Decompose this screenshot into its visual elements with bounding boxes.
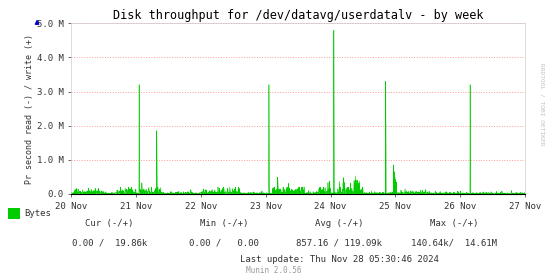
Bar [8, 208, 20, 219]
Text: RRDTOOL / TOBI OETIKER: RRDTOOL / TOBI OETIKER [539, 63, 544, 146]
Text: Avg (-/+): Avg (-/+) [315, 219, 363, 229]
Text: Last update: Thu Nov 28 05:30:46 2024: Last update: Thu Nov 28 05:30:46 2024 [240, 255, 439, 264]
Text: 140.64k/  14.61M: 140.64k/ 14.61M [411, 238, 497, 247]
Text: Bytes: Bytes [25, 209, 51, 218]
Title: Disk throughput for /dev/datavg/userdatalv - by week: Disk throughput for /dev/datavg/userdata… [113, 9, 484, 22]
Text: Cur (-/+): Cur (-/+) [85, 219, 133, 229]
Text: Max (-/+): Max (-/+) [430, 219, 478, 229]
Text: Min (-/+): Min (-/+) [200, 219, 248, 229]
Text: 0.00 /   0.00: 0.00 / 0.00 [189, 238, 259, 247]
Text: Munin 2.0.56: Munin 2.0.56 [246, 266, 301, 275]
Text: 857.16 / 119.09k: 857.16 / 119.09k [296, 238, 382, 247]
Y-axis label: Pr second read (-) / write (+): Pr second read (-) / write (+) [25, 34, 34, 184]
Text: 0.00 /  19.86k: 0.00 / 19.86k [72, 238, 147, 247]
